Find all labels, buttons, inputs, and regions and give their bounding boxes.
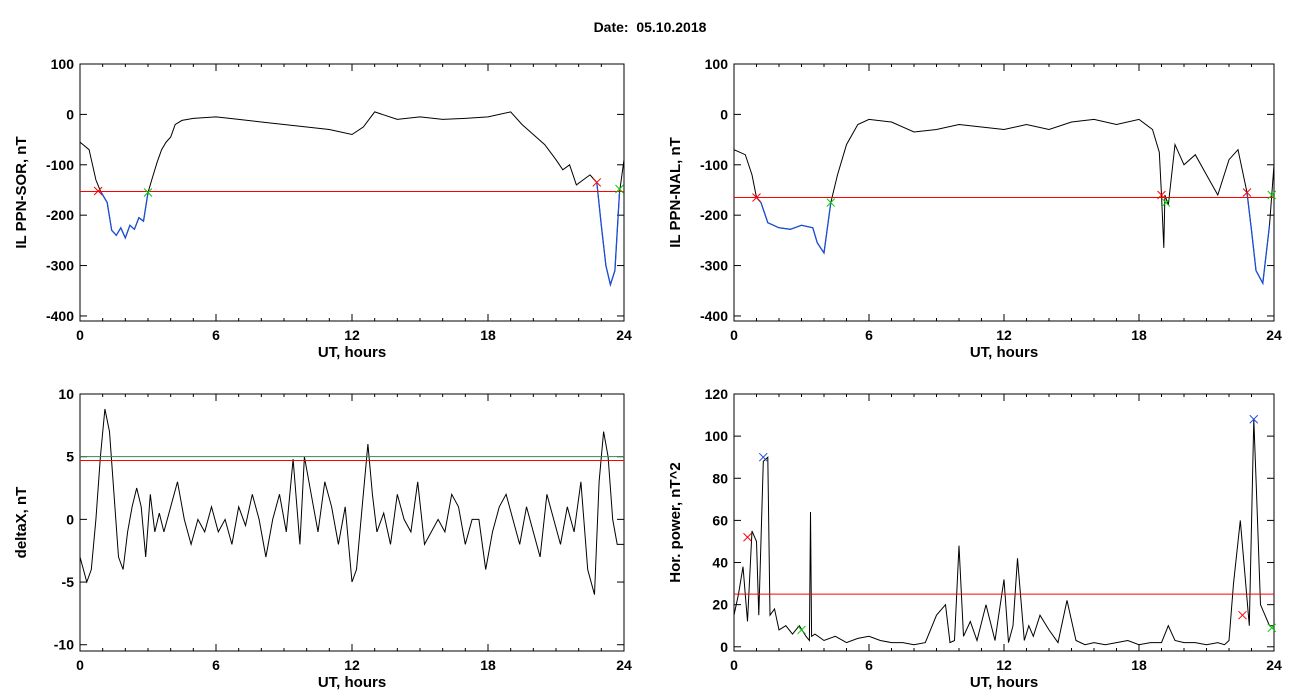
x-tick-label: 18 bbox=[480, 657, 496, 673]
event-marker bbox=[826, 198, 836, 207]
x-tick-label: 18 bbox=[480, 327, 496, 343]
y-tick-label: -5 bbox=[62, 574, 75, 590]
highlight-segment bbox=[756, 197, 832, 255]
y-tick-label: 10 bbox=[58, 386, 74, 402]
x-tick-label: 18 bbox=[1131, 327, 1147, 343]
y-tick-label: 40 bbox=[712, 555, 728, 571]
x-axis-label: UT, hours bbox=[318, 344, 386, 361]
x-tick-label: 24 bbox=[616, 657, 632, 673]
panel-deltax: 0 6 12 18 24 -10 -5 0 5 10 UT, hours deltaX, nT bbox=[13, 386, 632, 691]
x-tick-label: 24 bbox=[616, 327, 632, 343]
data-series-line bbox=[734, 118, 1274, 285]
figure-title: Date: 05.10.2018 bbox=[593, 19, 707, 35]
panel-hor-power: 0 6 12 18 24 0 20 40 60 80 100 120 UT, hours Hor. pow… bbox=[667, 386, 1282, 691]
event-marker bbox=[1238, 610, 1247, 620]
y-tick-label: -400 bbox=[700, 308, 728, 324]
data-series-line bbox=[80, 111, 624, 287]
event-marker bbox=[1267, 190, 1277, 200]
highlight-segment bbox=[596, 182, 621, 288]
y-tick-label: -100 bbox=[46, 157, 74, 173]
x-tick-label: 0 bbox=[730, 327, 738, 343]
event-marker bbox=[93, 186, 103, 196]
event-marker bbox=[758, 452, 768, 462]
event-marker bbox=[1161, 198, 1171, 207]
x-tick-label: 0 bbox=[730, 657, 738, 673]
y-tick-label: 80 bbox=[712, 470, 728, 486]
event-marker bbox=[797, 625, 806, 635]
plot-frame bbox=[733, 393, 1275, 652]
x-axis-label: UT, hours bbox=[970, 674, 1038, 691]
y-axis-label: deltaX, nT bbox=[13, 487, 30, 559]
plot-area bbox=[80, 111, 624, 288]
event-marker bbox=[143, 188, 153, 197]
event-marker bbox=[1249, 414, 1259, 424]
event-marker bbox=[743, 532, 752, 542]
x-tick-label: 24 bbox=[1266, 327, 1282, 343]
y-tick-label: 0 bbox=[66, 106, 74, 122]
y-tick-label: -400 bbox=[46, 308, 74, 324]
plot-frame bbox=[79, 63, 625, 322]
highlight-segment bbox=[1246, 192, 1271, 286]
x-tick-label: 0 bbox=[76, 327, 84, 343]
y-tick-label: 0 bbox=[720, 639, 728, 655]
y-axis-label: IL PPN-NAL, nT bbox=[667, 137, 684, 248]
y-tick-label: 5 bbox=[66, 449, 74, 465]
plot-frame bbox=[733, 63, 1275, 322]
y-tick-label: 0 bbox=[66, 511, 74, 527]
panel-il-ppn-nal: 0 6 12 18 24 -400 -300 -200 -100 0 100 UT, hours IL … bbox=[667, 56, 1282, 361]
y-tick-label: 100 bbox=[705, 56, 729, 72]
x-tick-label: 12 bbox=[996, 657, 1012, 673]
panel-il-ppn-sor: 0 6 12 18 24 -400 -300 -200 -100 0 100 UT, hours IL … bbox=[13, 56, 632, 361]
y-tick-label: -10 bbox=[54, 637, 74, 653]
highlight-segment bbox=[99, 190, 149, 240]
y-tick-label: -300 bbox=[700, 258, 728, 274]
x-tick-label: 12 bbox=[344, 657, 360, 673]
event-marker bbox=[592, 178, 602, 187]
plot-area bbox=[80, 408, 624, 595]
x-tick-label: 6 bbox=[212, 327, 220, 343]
plot-area bbox=[734, 419, 1274, 646]
y-axis-label: Hor. power, nT^2 bbox=[667, 462, 684, 582]
x-tick-label: 6 bbox=[212, 657, 220, 673]
x-tick-label: 24 bbox=[1266, 657, 1282, 673]
y-tick-label: -100 bbox=[700, 157, 728, 173]
y-tick-label: 20 bbox=[712, 597, 728, 613]
event-marker bbox=[752, 193, 761, 202]
x-axis-label: UT, hours bbox=[318, 674, 386, 691]
y-tick-label: 60 bbox=[712, 512, 728, 528]
x-axis-label: UT, hours bbox=[970, 344, 1038, 361]
plot-area bbox=[734, 118, 1274, 286]
y-tick-label: -200 bbox=[46, 207, 74, 223]
x-tick-label: 18 bbox=[1131, 657, 1147, 673]
y-tick-label: 100 bbox=[705, 428, 729, 444]
x-tick-label: 6 bbox=[865, 657, 873, 673]
y-tick-label: 100 bbox=[51, 56, 75, 72]
x-tick-label: 0 bbox=[76, 657, 84, 673]
event-marker bbox=[1157, 190, 1166, 200]
x-tick-label: 12 bbox=[344, 327, 360, 343]
y-tick-label: 120 bbox=[705, 386, 729, 402]
x-tick-label: 12 bbox=[996, 327, 1012, 343]
data-series-line bbox=[80, 408, 624, 595]
x-tick-label: 6 bbox=[865, 327, 873, 343]
data-series-line bbox=[734, 419, 1274, 646]
event-marker bbox=[615, 184, 624, 194]
y-tick-label: -200 bbox=[700, 207, 728, 223]
y-tick-label: 0 bbox=[720, 106, 728, 122]
y-tick-label: -300 bbox=[46, 258, 74, 274]
event-marker bbox=[1267, 623, 1277, 633]
y-axis-label: IL PPN-SOR, nT bbox=[13, 136, 30, 248]
event-marker bbox=[1242, 188, 1252, 197]
